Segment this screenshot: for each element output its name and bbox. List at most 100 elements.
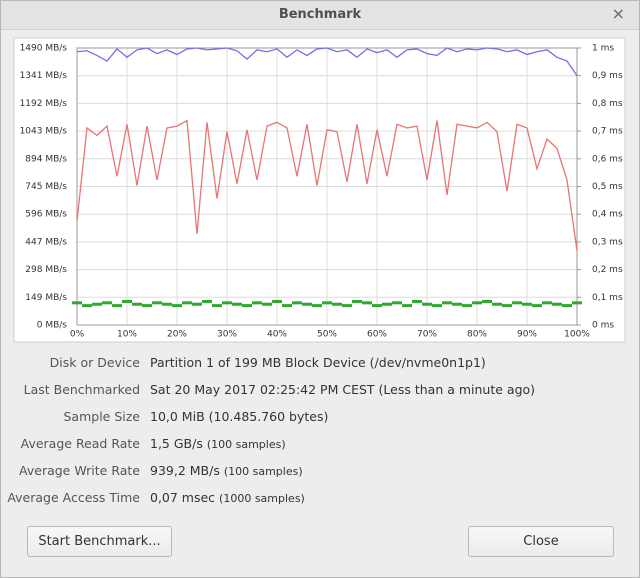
row-label: Sample Size xyxy=(63,409,140,424)
y-tick-label: 894 MB/s xyxy=(25,154,67,164)
access-time-point xyxy=(192,302,202,306)
x-tick-label: 0% xyxy=(70,330,85,340)
access-time-point xyxy=(132,302,142,306)
title-bar: Benchmark × xyxy=(1,1,639,30)
access-time-point xyxy=(302,302,312,306)
access-time-point xyxy=(112,304,122,308)
access-time-point xyxy=(92,302,102,306)
access-time-point xyxy=(422,302,432,306)
access-time-point xyxy=(472,301,482,305)
y-tick-label: 298 MB/s xyxy=(25,265,67,275)
row-value-group: 939,2 MB/s (100 samples) xyxy=(150,463,303,478)
access-time-point xyxy=(542,301,552,305)
y-tick-label: 0 MB/s xyxy=(37,321,68,331)
x-tick-label: 40% xyxy=(267,330,287,340)
y-tick-label: 447 MB/s xyxy=(25,237,67,247)
row-label: Disk or Device xyxy=(49,355,140,370)
row-label: Average Write Rate xyxy=(19,463,140,478)
close-button[interactable]: Close xyxy=(468,526,614,557)
x-tick-label: 90% xyxy=(517,330,537,340)
x-tick-label: 70% xyxy=(417,330,437,340)
access-time-point xyxy=(212,304,222,308)
start-benchmark-button[interactable]: Start Benchmark... xyxy=(27,526,172,557)
x-tick-label: 30% xyxy=(217,330,237,340)
row-value: 0,07 msec xyxy=(150,490,216,505)
access-time-point xyxy=(462,304,472,308)
access-time-point xyxy=(312,304,322,308)
access-time-point xyxy=(82,304,92,308)
series-line xyxy=(76,119,578,251)
y-tick-label: 596 MB/s xyxy=(25,210,67,220)
y2-tick-label: 0,3 ms xyxy=(592,237,623,247)
access-time-point xyxy=(482,299,492,303)
chart-frame xyxy=(13,37,626,343)
y-tick-label: 1192 MB/s xyxy=(20,99,68,109)
y-tick-label: 1490 MB/s xyxy=(20,44,68,54)
x-tick-label: 20% xyxy=(167,330,187,340)
access-time-point xyxy=(282,304,292,308)
access-time-point xyxy=(552,302,562,306)
y2-tick-label: 0,5 ms xyxy=(592,182,623,192)
access-time-point xyxy=(572,301,582,305)
access-time-point xyxy=(172,304,182,308)
close-icon[interactable]: × xyxy=(611,4,625,23)
access-time-point xyxy=(392,301,402,305)
row-value: Sat 20 May 2017 02:25:42 PM CEST (Less t… xyxy=(150,382,536,397)
row-label: Last Benchmarked xyxy=(23,382,140,397)
row-value: Partition 1 of 199 MB Block Device (/dev… xyxy=(150,355,486,370)
info-row: Sample Size 10,0 MiB (10.485.760 bytes) xyxy=(0,409,640,429)
access-time-point xyxy=(262,302,272,306)
access-time-point xyxy=(562,304,572,308)
access-time-point xyxy=(522,302,532,306)
access-time-point xyxy=(502,304,512,308)
window-title: Benchmark xyxy=(278,7,362,22)
access-time-point xyxy=(122,299,132,303)
access-time-point xyxy=(432,304,442,308)
y-tick-label: 149 MB/s xyxy=(25,293,67,303)
access-time-point xyxy=(322,301,332,305)
access-time-point xyxy=(222,301,232,305)
access-time-point xyxy=(152,301,162,305)
info-row: Average Read Rate 1,5 GB/s (100 samples) xyxy=(0,436,640,456)
row-label: Average Read Rate xyxy=(20,436,140,451)
row-label: Average Access Time xyxy=(7,490,140,505)
row-value-group: Sat 20 May 2017 02:25:42 PM CEST (Less t… xyxy=(150,382,535,397)
y-tick-label: 1043 MB/s xyxy=(20,127,68,137)
row-value: 10,0 MiB (10.485.760 bytes) xyxy=(150,409,329,424)
access-time-point xyxy=(492,302,502,306)
row-note: (100 samples) xyxy=(223,465,303,478)
access-time-point xyxy=(382,302,392,306)
access-time-point xyxy=(362,301,372,305)
access-time-point xyxy=(242,304,252,308)
access-time-point xyxy=(162,302,172,306)
y2-tick-label: 1 ms xyxy=(592,44,614,54)
row-value-group: 10,0 MiB (10.485.760 bytes) xyxy=(150,409,328,424)
access-time-point xyxy=(332,302,342,306)
info-row: Average Access Time 0,07 msec (1000 sampl… xyxy=(0,490,640,510)
access-time-point xyxy=(102,301,112,305)
row-value: 939,2 MB/s xyxy=(150,463,220,478)
access-time-point xyxy=(412,299,422,303)
y-tick-label: 745 MB/s xyxy=(25,182,67,192)
access-time-point xyxy=(442,301,452,305)
series-line xyxy=(76,47,578,77)
y2-tick-label: 0,1 ms xyxy=(592,293,623,303)
y2-tick-label: 0,9 ms xyxy=(592,71,623,81)
access-time-point xyxy=(532,304,542,308)
access-time-point xyxy=(372,304,382,308)
access-time-point xyxy=(512,301,522,305)
x-tick-label: 80% xyxy=(467,330,487,340)
row-note: (1000 samples) xyxy=(219,492,305,505)
access-time-point xyxy=(452,302,462,306)
x-tick-label: 60% xyxy=(367,330,387,340)
row-value-group: 1,5 GB/s (100 samples) xyxy=(150,436,286,451)
x-tick-label: 10% xyxy=(117,330,137,340)
info-row: Disk or Device Partition 1 of 199 MB Bloc… xyxy=(0,355,640,375)
row-note: (100 samples) xyxy=(206,438,286,451)
info-row: Average Write Rate 939,2 MB/s (100 sample… xyxy=(0,463,640,483)
info-row: Last Benchmarked Sat 20 May 2017 02:25:42… xyxy=(0,382,640,402)
access-time-point xyxy=(272,299,282,303)
access-time-point xyxy=(182,301,192,305)
row-value: 1,5 GB/s xyxy=(150,436,203,451)
